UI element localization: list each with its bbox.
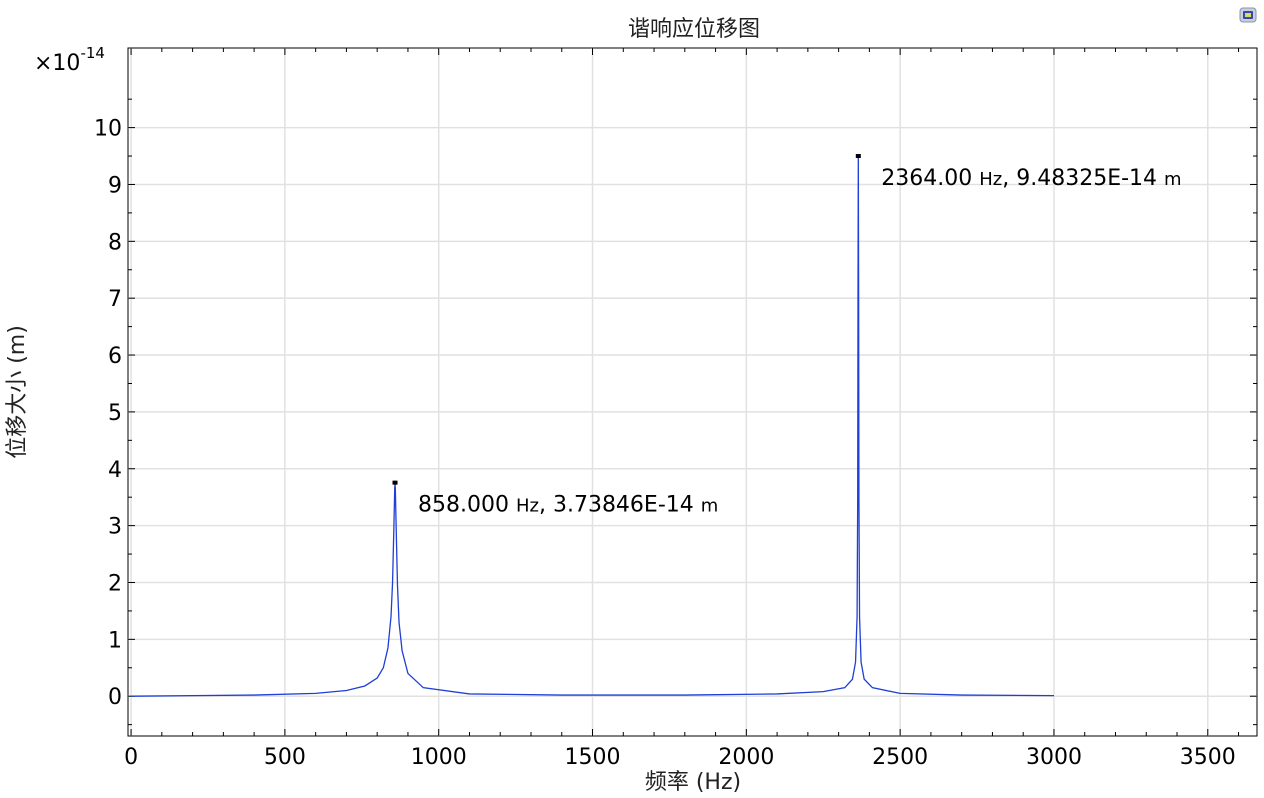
grid: [128, 48, 1257, 736]
x-tick-label: 3000: [1026, 745, 1082, 770]
peak-annotation: 858.000 Hz, 3.73846E-14 m: [418, 493, 718, 518]
y-tick-label: 8: [108, 230, 122, 255]
x-tick-label: 2500: [872, 745, 928, 770]
y-tick-label: 2: [108, 571, 122, 596]
x-tick-label: 2000: [718, 745, 774, 770]
y-axis-label: 位移大小 (m): [5, 325, 30, 459]
peak-marker: [855, 153, 861, 158]
peak-annotation: 2364.00 Hz, 9.48325E-14 m: [881, 166, 1181, 191]
x-tick-label: 0: [124, 745, 138, 770]
marker-layer: 858.000 Hz, 3.73846E-14 m 2364.00 Hz, 9.4…: [392, 153, 1182, 518]
y-tick-label: 5: [108, 401, 122, 426]
screen-icon[interactable]: [1239, 7, 1257, 23]
y-tick-label: 1: [108, 628, 122, 653]
series-layer: [131, 157, 1054, 697]
x-tick-label: 1500: [565, 745, 621, 770]
y-tick-label: 3: [108, 515, 122, 540]
series-line: [131, 157, 1054, 697]
x-tick-label: 1000: [411, 745, 467, 770]
x-tick-label: 500: [264, 745, 306, 770]
plot-area: [127, 47, 1258, 737]
y-tick-label: 10: [94, 117, 122, 142]
chart-title: 谐响应位移图: [628, 17, 760, 42]
axis-ticks: 0 500 1000 1500 2000 2500 3000 3500 0 1 2 3 4 5 6 7 8 9 10: [94, 48, 1257, 770]
y-tick-label: 0: [108, 685, 122, 710]
y-tick-label: 6: [108, 344, 122, 369]
y-tick-label: 4: [108, 458, 122, 483]
x-axis-label: 频率 (Hz): [645, 770, 741, 795]
peak-marker: [392, 480, 398, 485]
y-multiplier: ×10-14: [34, 44, 105, 76]
y-tick-label: 9: [108, 173, 122, 198]
x-tick-label: 3500: [1180, 745, 1236, 770]
y-tick-label: 7: [108, 287, 122, 312]
